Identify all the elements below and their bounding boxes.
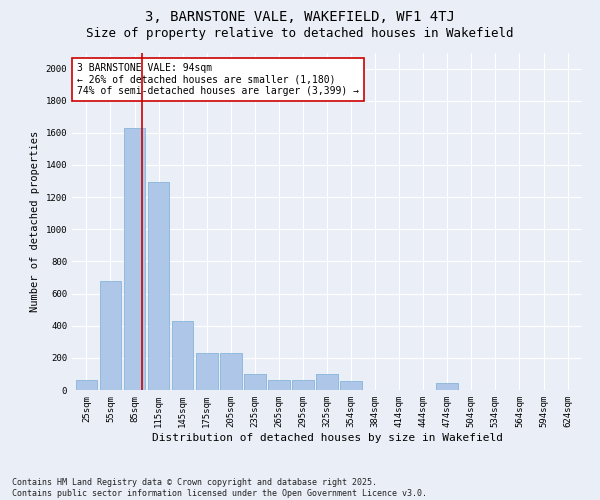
Text: Contains HM Land Registry data © Crown copyright and database right 2025.
Contai: Contains HM Land Registry data © Crown c… — [12, 478, 427, 498]
Bar — [340, 381, 362, 390]
Bar — [196, 353, 218, 390]
Bar — [436, 383, 458, 390]
Bar — [76, 380, 97, 390]
Bar — [292, 380, 314, 390]
Bar — [124, 128, 145, 390]
Text: 3 BARNSTONE VALE: 94sqm
← 26% of detached houses are smaller (1,180)
74% of semi: 3 BARNSTONE VALE: 94sqm ← 26% of detache… — [77, 62, 359, 96]
Bar — [316, 374, 338, 390]
Bar — [172, 321, 193, 390]
Y-axis label: Number of detached properties: Number of detached properties — [30, 130, 40, 312]
Text: Size of property relative to detached houses in Wakefield: Size of property relative to detached ho… — [86, 28, 514, 40]
Bar — [244, 374, 266, 390]
Text: 3, BARNSTONE VALE, WAKEFIELD, WF1 4TJ: 3, BARNSTONE VALE, WAKEFIELD, WF1 4TJ — [145, 10, 455, 24]
Bar — [220, 353, 242, 390]
X-axis label: Distribution of detached houses by size in Wakefield: Distribution of detached houses by size … — [151, 432, 503, 442]
Bar — [100, 280, 121, 390]
Bar — [148, 182, 169, 390]
Bar — [268, 380, 290, 390]
